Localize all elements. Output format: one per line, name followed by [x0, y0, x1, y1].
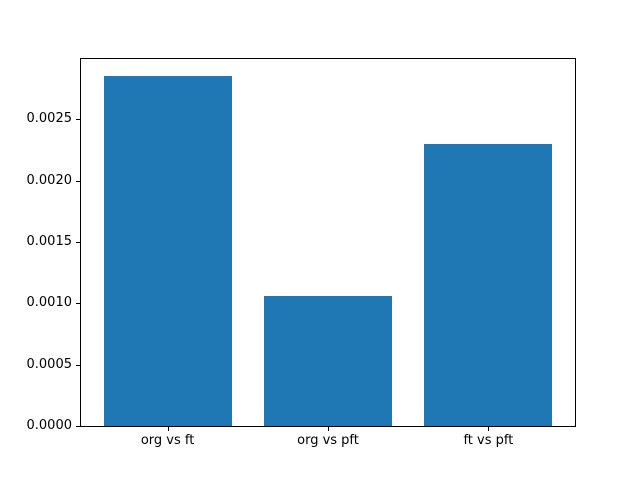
y-tick-label: 0.0005: [26, 356, 73, 372]
y-tick-mark: [76, 364, 80, 366]
x-tick-mark: [328, 427, 329, 431]
x-tick-mark: [488, 427, 490, 431]
x-tick-label-ft-vs-pft: ft vs pft: [463, 433, 514, 448]
y-tick-mark: [76, 241, 80, 243]
bar-ft-vs-pft: [424, 143, 553, 426]
x-tick-label-org-vs-ft: org vs ft: [140, 433, 195, 448]
y-tick-label: 0.0010: [26, 295, 73, 311]
y-tick-mark: [76, 119, 80, 121]
y-tick-mark: [76, 180, 80, 182]
x-tick-label-org-vs-pft: org vs pft: [297, 433, 359, 448]
x-tick-mark: [167, 427, 169, 431]
y-tick-label: 0.0015: [26, 233, 73, 249]
y-tick-label: 0.0025: [26, 111, 73, 127]
y-tick-label: 0.0020: [26, 172, 73, 188]
bar-org-vs-pft: [263, 295, 393, 426]
y-tick-mark: [76, 426, 80, 427]
y-tick-mark: [76, 303, 80, 305]
bar-org-vs-ft: [103, 76, 232, 426]
y-tick-label: 0.0000: [26, 418, 73, 433]
axes: [80, 58, 576, 427]
